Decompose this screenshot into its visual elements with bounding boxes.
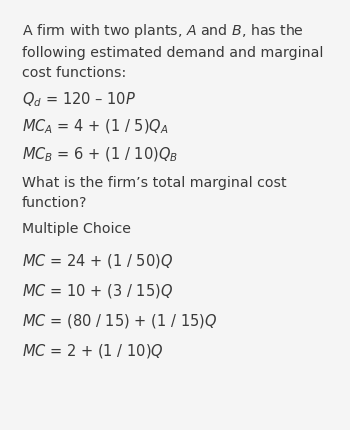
- Text: $\mathit{MC}$ = 24 + (1 / 50)$\mathit{Q}$: $\mathit{MC}$ = 24 + (1 / 50)$\mathit{Q}…: [22, 252, 173, 270]
- Text: $\mathit{Q_d}$ = 120 – 10$\mathit{P}$: $\mathit{Q_d}$ = 120 – 10$\mathit{P}$: [22, 90, 136, 109]
- Text: $\mathit{MC}$ = 10 + (3 / 15)$\mathit{Q}$: $\mathit{MC}$ = 10 + (3 / 15)$\mathit{Q}…: [22, 282, 173, 300]
- Text: $\mathit{MC_A}$ = 4 + (1 / 5)$\mathit{Q_A}$: $\mathit{MC_A}$ = 4 + (1 / 5)$\mathit{Q_…: [22, 118, 169, 136]
- Text: $\mathit{MC_B}$ = 6 + (1 / 10)$\mathit{Q_B}$: $\mathit{MC_B}$ = 6 + (1 / 10)$\mathit{Q…: [22, 146, 178, 164]
- Text: Multiple Choice: Multiple Choice: [22, 222, 131, 236]
- Text: $\mathit{MC}$ = (80 / 15) + (1 / 15)$\mathit{Q}$: $\mathit{MC}$ = (80 / 15) + (1 / 15)$\ma…: [22, 312, 217, 330]
- Text: $\mathit{MC}$ = 2 + (1 / 10)$\mathit{Q}$: $\mathit{MC}$ = 2 + (1 / 10)$\mathit{Q}$: [22, 342, 164, 360]
- Text: A firm with two plants, $\mathit{A}$ and $\mathit{B}$, has the
following estimat: A firm with two plants, $\mathit{A}$ and…: [22, 22, 323, 80]
- Text: What is the firm’s total marginal cost
function?: What is the firm’s total marginal cost f…: [22, 176, 287, 210]
